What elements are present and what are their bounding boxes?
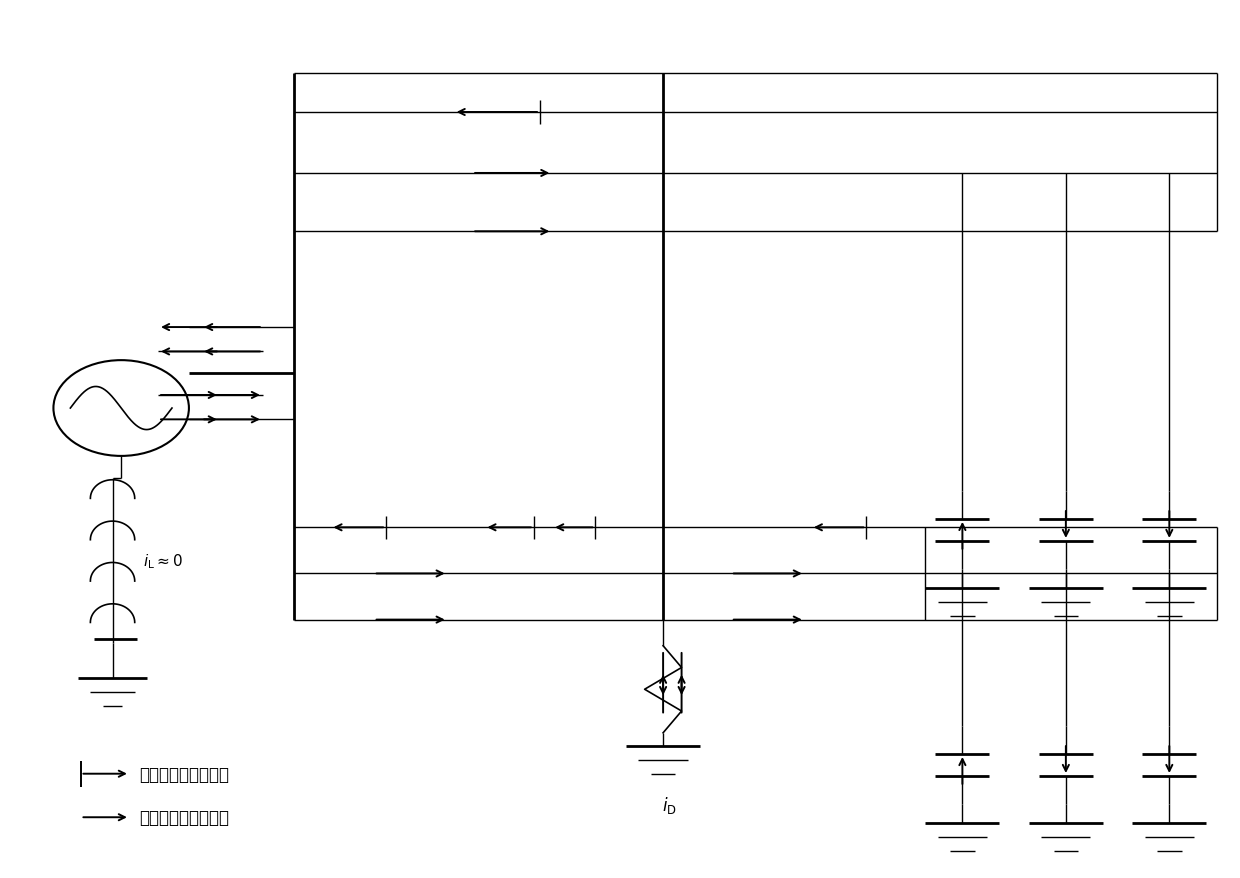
Text: $i_{\rm L}\approx0$: $i_{\rm L}\approx0$ <box>144 551 184 570</box>
Text: ：表示充电电容电流: ：表示充电电容电流 <box>140 809 229 826</box>
Text: ：表示放电电容电流: ：表示放电电容电流 <box>140 765 229 783</box>
Text: $i_{\rm D}$: $i_{\rm D}$ <box>662 794 677 815</box>
